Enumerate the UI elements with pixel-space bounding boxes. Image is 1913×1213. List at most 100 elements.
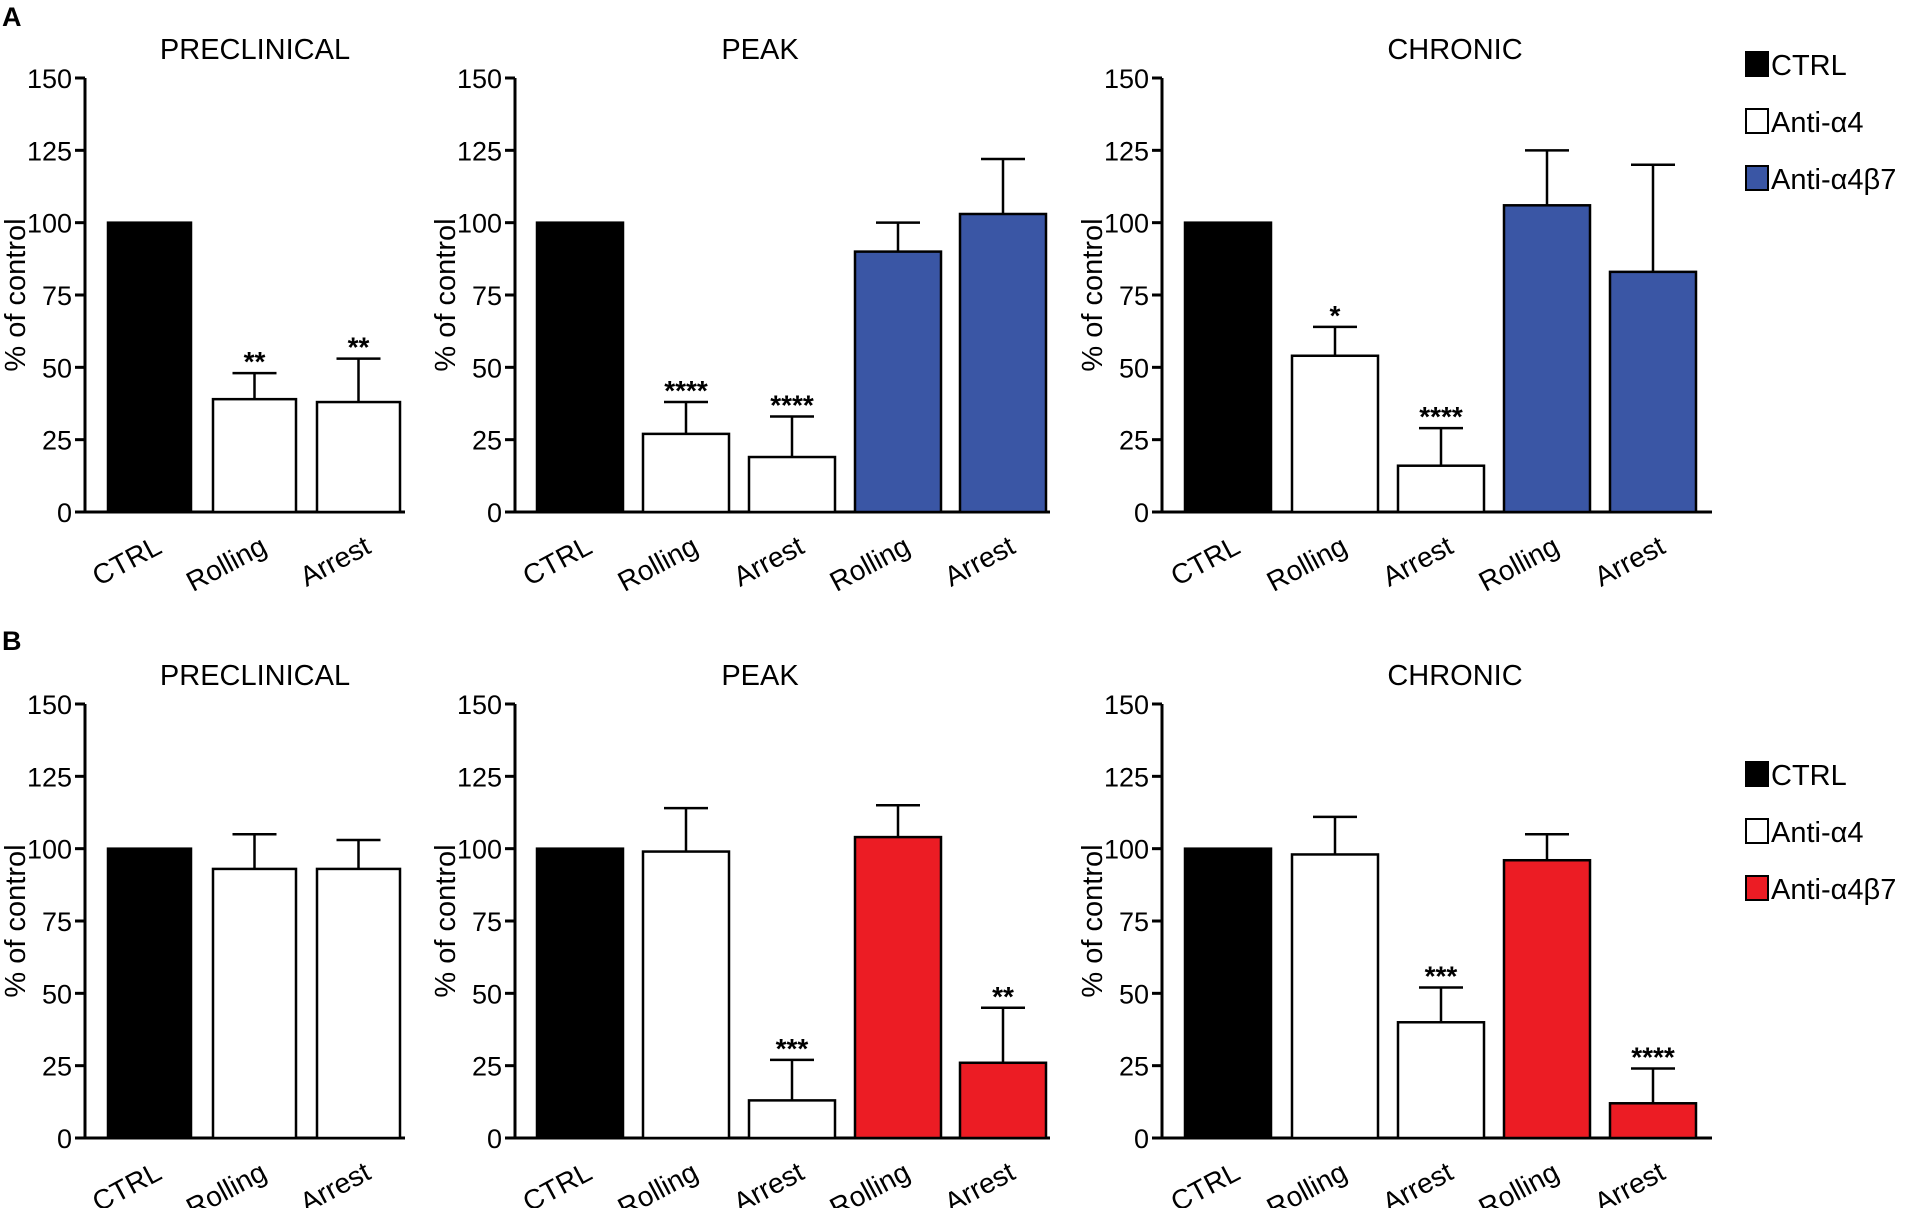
x-tick-label: CTRL (518, 1156, 597, 1208)
x-tick-label: Rolling (1262, 1156, 1352, 1208)
x-tick-label: Rolling (1474, 1156, 1564, 1208)
y-tick-label: 125 (27, 762, 72, 792)
bar-anti-a4-arrest (1396, 1021, 1486, 1140)
bar-anti-a4-arrest (1396, 464, 1486, 514)
y-tick-label: 50 (42, 979, 72, 1009)
x-tick-label: Rolling (181, 530, 271, 598)
bar-anti-a4-arrest (747, 1099, 837, 1140)
y-axis-label: % of control (430, 218, 462, 371)
bar-anti-a4-arrest (315, 400, 402, 514)
charts: PRECLINICAL % of control 0 25 50 75 100 125 150 C… (0, 34, 1712, 1213)
bar-anti-a4b7-arrest (1608, 1102, 1698, 1140)
significance-label: **** (1419, 401, 1463, 432)
panel-label-a: A (2, 2, 22, 32)
legend-swatch (1745, 51, 1769, 77)
x-tick-label: Arrest (295, 1156, 376, 1208)
bar-anti-a4-rolling (1290, 853, 1380, 1140)
y-tick-label: 100 (1104, 835, 1149, 865)
y-tick-label: 150 (457, 690, 502, 720)
y-tick-label: 25 (472, 1052, 502, 1082)
bar-anti-a4b7-arrest (1608, 270, 1698, 514)
bar-ctrl-ctrl (106, 847, 193, 1140)
x-tick-label: Arrest (939, 530, 1020, 593)
y-axis-label: % of control (1077, 844, 1109, 997)
legend-a: CTRL Anti-α4 Anti-α4β7 (1745, 50, 1896, 196)
bar-anti-a4-arrest (747, 455, 837, 514)
bar-ctrl-ctrl (535, 221, 625, 514)
chart-title: PEAK (721, 660, 799, 692)
significance-label: ** (348, 332, 370, 363)
bar-anti-a4-rolling (641, 432, 731, 514)
bar-ctrl-ctrl (1183, 221, 1273, 514)
x-tick-label: Arrest (1589, 1156, 1670, 1208)
x-tick-label: Arrest (1377, 530, 1458, 593)
bar-ctrl-ctrl (535, 847, 625, 1140)
y-tick-label: 125 (1104, 762, 1149, 792)
chart-title: PRECLINICAL (160, 34, 350, 66)
legend-swatch (1745, 875, 1769, 901)
x-tick-label: Rolling (825, 1156, 915, 1208)
legend-label: Anti-α4 (1771, 107, 1864, 139)
chart-b-chronic: CHRONIC % of control 0 25 50 75 100 125 150 CTRL R… (1077, 660, 1712, 1213)
legend-swatch (1745, 165, 1769, 191)
x-tick-label: Rolling (613, 530, 703, 598)
y-tick-label: 0 (487, 1124, 502, 1154)
legend-label: CTRL (1771, 760, 1847, 792)
y-axis-label: % of control (1077, 218, 1109, 371)
y-tick-label: 150 (1104, 690, 1149, 720)
x-tick-label: CTRL (518, 530, 597, 592)
x-tick-label: Arrest (1589, 530, 1670, 593)
x-tick-label: Arrest (939, 1156, 1020, 1208)
y-tick-label: 0 (57, 498, 72, 528)
legend-label: CTRL (1771, 50, 1847, 82)
chart-b-peak: PEAK % of control 0 25 50 75 100 125 150 CTRL Roll… (430, 660, 1050, 1213)
chart-a-preclinical: PRECLINICAL % of control 0 25 50 75 100 125 150 C… (0, 34, 405, 597)
y-tick-label: 125 (457, 762, 502, 792)
x-tick-label: Arrest (728, 530, 809, 593)
chart-title: CHRONIC (1387, 660, 1522, 692)
y-tick-label: 75 (1119, 281, 1149, 311)
y-tick-label: 150 (27, 690, 72, 720)
y-tick-label: 125 (27, 136, 72, 166)
y-axis-label: % of control (430, 844, 462, 997)
y-tick-label: 50 (42, 353, 72, 383)
y-tick-label: 50 (472, 353, 502, 383)
y-tick-label: 125 (1104, 136, 1149, 166)
y-tick-label: 100 (27, 835, 72, 865)
legend-swatch (1745, 761, 1769, 787)
y-tick-label: 25 (472, 426, 502, 456)
bar-anti-a4-rolling (641, 850, 731, 1140)
x-tick-label: Rolling (825, 530, 915, 598)
y-tick-label: 25 (42, 1052, 72, 1082)
y-tick-label: 0 (1134, 1124, 1149, 1154)
x-tick-label: Rolling (1262, 530, 1352, 598)
x-tick-label: CTRL (1166, 530, 1245, 592)
bar-anti-a4b7-rolling (1502, 204, 1592, 514)
y-tick-label: 100 (27, 209, 72, 239)
significance-label: *** (1425, 961, 1458, 992)
y-tick-label: 75 (472, 281, 502, 311)
significance-label: ** (244, 346, 266, 377)
significance-label: **** (1631, 1042, 1675, 1073)
y-tick-label: 100 (457, 209, 502, 239)
y-tick-label: 100 (457, 835, 502, 865)
y-tick-label: 75 (1119, 907, 1149, 937)
bar-ctrl-ctrl (106, 221, 193, 514)
significance-label: * (1330, 300, 1341, 331)
x-tick-label: CTRL (1166, 1156, 1245, 1208)
x-tick-label: Arrest (728, 1156, 809, 1208)
legend-swatch (1745, 108, 1769, 134)
significance-label: *** (776, 1033, 809, 1064)
bar-anti-a4b7-rolling (1502, 858, 1592, 1140)
x-tick-label: CTRL (87, 530, 166, 592)
x-tick-label: CTRL (87, 1156, 166, 1208)
y-axis-label: % of control (0, 218, 32, 371)
legend-b: CTRL Anti-α4 Anti-α4β7 (1745, 760, 1896, 906)
x-tick-label: Rolling (181, 1156, 271, 1208)
significance-label: **** (770, 390, 814, 421)
bar-anti-a4-arrest (315, 867, 402, 1140)
y-tick-label: 0 (487, 498, 502, 528)
bar-anti-a4b7-arrest (958, 1061, 1048, 1140)
y-tick-label: 150 (457, 64, 502, 94)
